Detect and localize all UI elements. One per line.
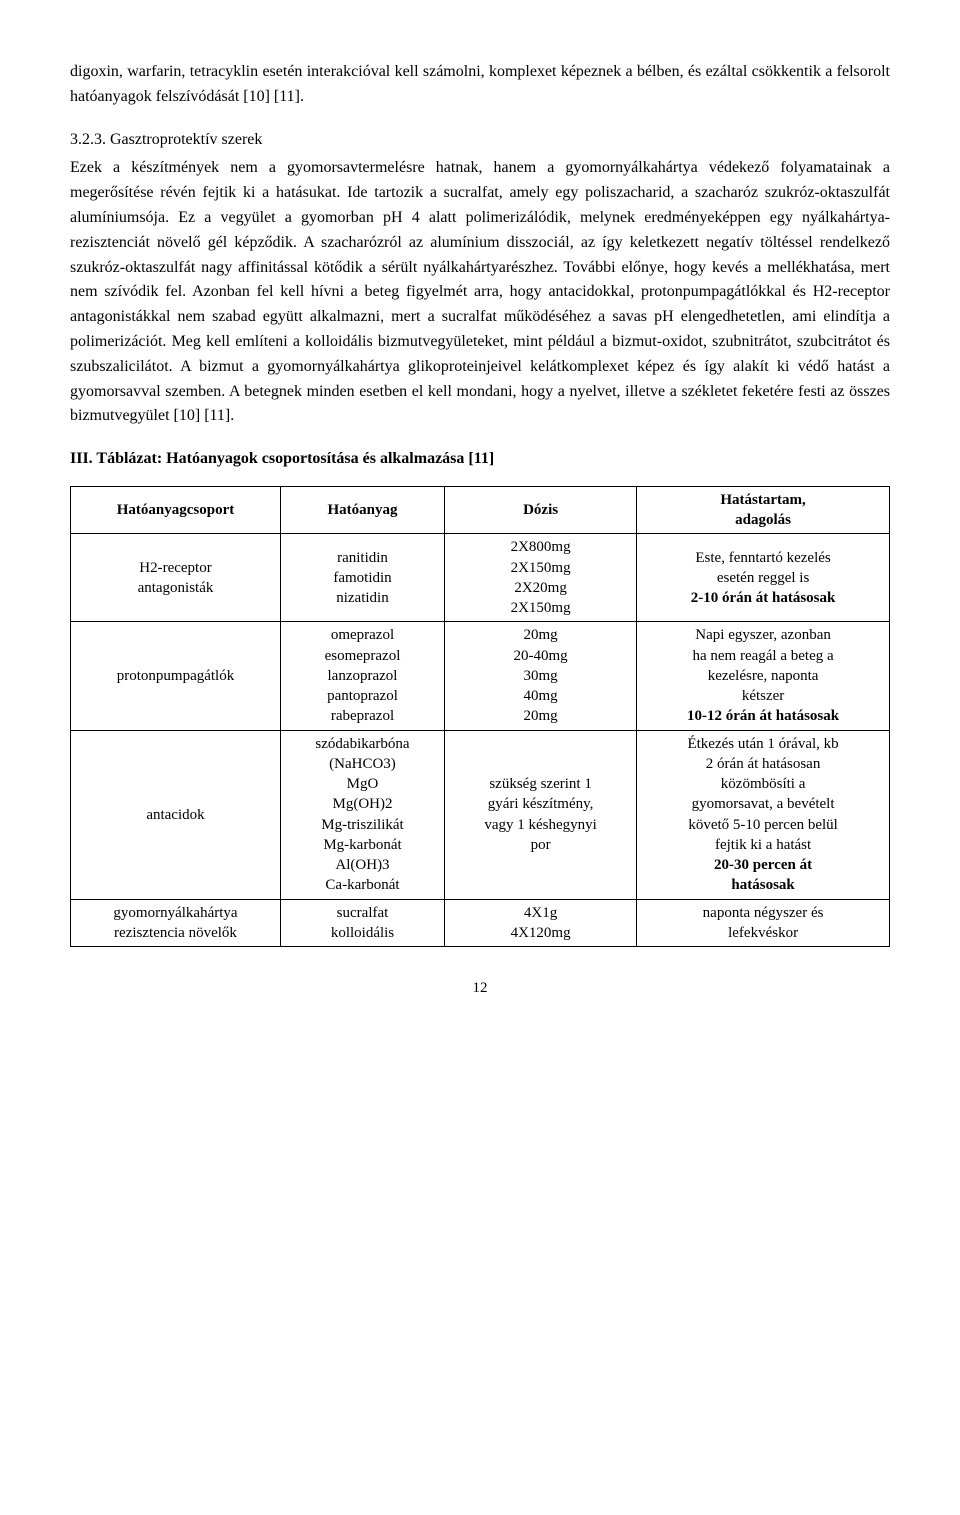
cell-dose: 2X800mg 2X150mg 2X20mg 2X150mg <box>445 534 637 622</box>
paragraph-intro: digoxin, warfarin, tetracyklin esetén in… <box>70 60 890 110</box>
cell-agent: ranitidin famotidin nizatidin <box>280 534 444 622</box>
cell-agent: szódabikarbóna (NaHCO3) MgO Mg(OH)2 Mg-t… <box>280 730 444 899</box>
col-header-agent: Hatóanyag <box>280 486 444 534</box>
cell-dose: szükség szerint 1 gyári készítmény, vagy… <box>445 730 637 899</box>
cell-agent: omeprazol esomeprazol lanzoprazol pantop… <box>280 622 444 730</box>
table-header-row: Hatóanyagcsoport Hatóanyag Dózis Hatásta… <box>71 486 890 534</box>
table-row: H2-receptor antagonistákranitidin famoti… <box>71 534 890 622</box>
cell-duration: naponta négyszer és lefekvéskor <box>637 899 890 947</box>
col-header-duration: Hatástartam, adagolás <box>637 486 890 534</box>
cell-group: gyomornyálkahártya rezisztencia növelők <box>71 899 281 947</box>
col-header-dose: Dózis <box>445 486 637 534</box>
paragraph-body: Ezek a készítmények nem a gyomorsavterme… <box>70 156 890 429</box>
table-row: gyomornyálkahártya rezisztencia növelőks… <box>71 899 890 947</box>
cell-duration: Este, fenntartó kezelés esetén reggel is… <box>637 534 890 622</box>
cell-duration: Napi egyszer, azonban ha nem reagál a be… <box>637 622 890 730</box>
col-header-group: Hatóanyagcsoport <box>71 486 281 534</box>
cell-agent: sucralfat kolloidális <box>280 899 444 947</box>
table-row: protonpumpagátlókomeprazol esomeprazol l… <box>71 622 890 730</box>
section-number-title: 3.2.3. Gasztroprotektív szerek <box>70 128 890 153</box>
drug-table: Hatóanyagcsoport Hatóanyag Dózis Hatásta… <box>70 486 890 947</box>
table-caption: III. Táblázat: Hatóanyagok csoportosítás… <box>70 447 890 472</box>
cell-duration: Étkezés után 1 órával, kb 2 órán át hatá… <box>637 730 890 899</box>
cell-group: H2-receptor antagonisták <box>71 534 281 622</box>
page-number: 12 <box>70 977 890 1000</box>
table-row: antacidokszódabikarbóna (NaHCO3) MgO Mg(… <box>71 730 890 899</box>
cell-dose: 20mg 20-40mg 30mg 40mg 20mg <box>445 622 637 730</box>
cell-group: antacidok <box>71 730 281 899</box>
cell-group: protonpumpagátlók <box>71 622 281 730</box>
cell-dose: 4X1g 4X120mg <box>445 899 637 947</box>
